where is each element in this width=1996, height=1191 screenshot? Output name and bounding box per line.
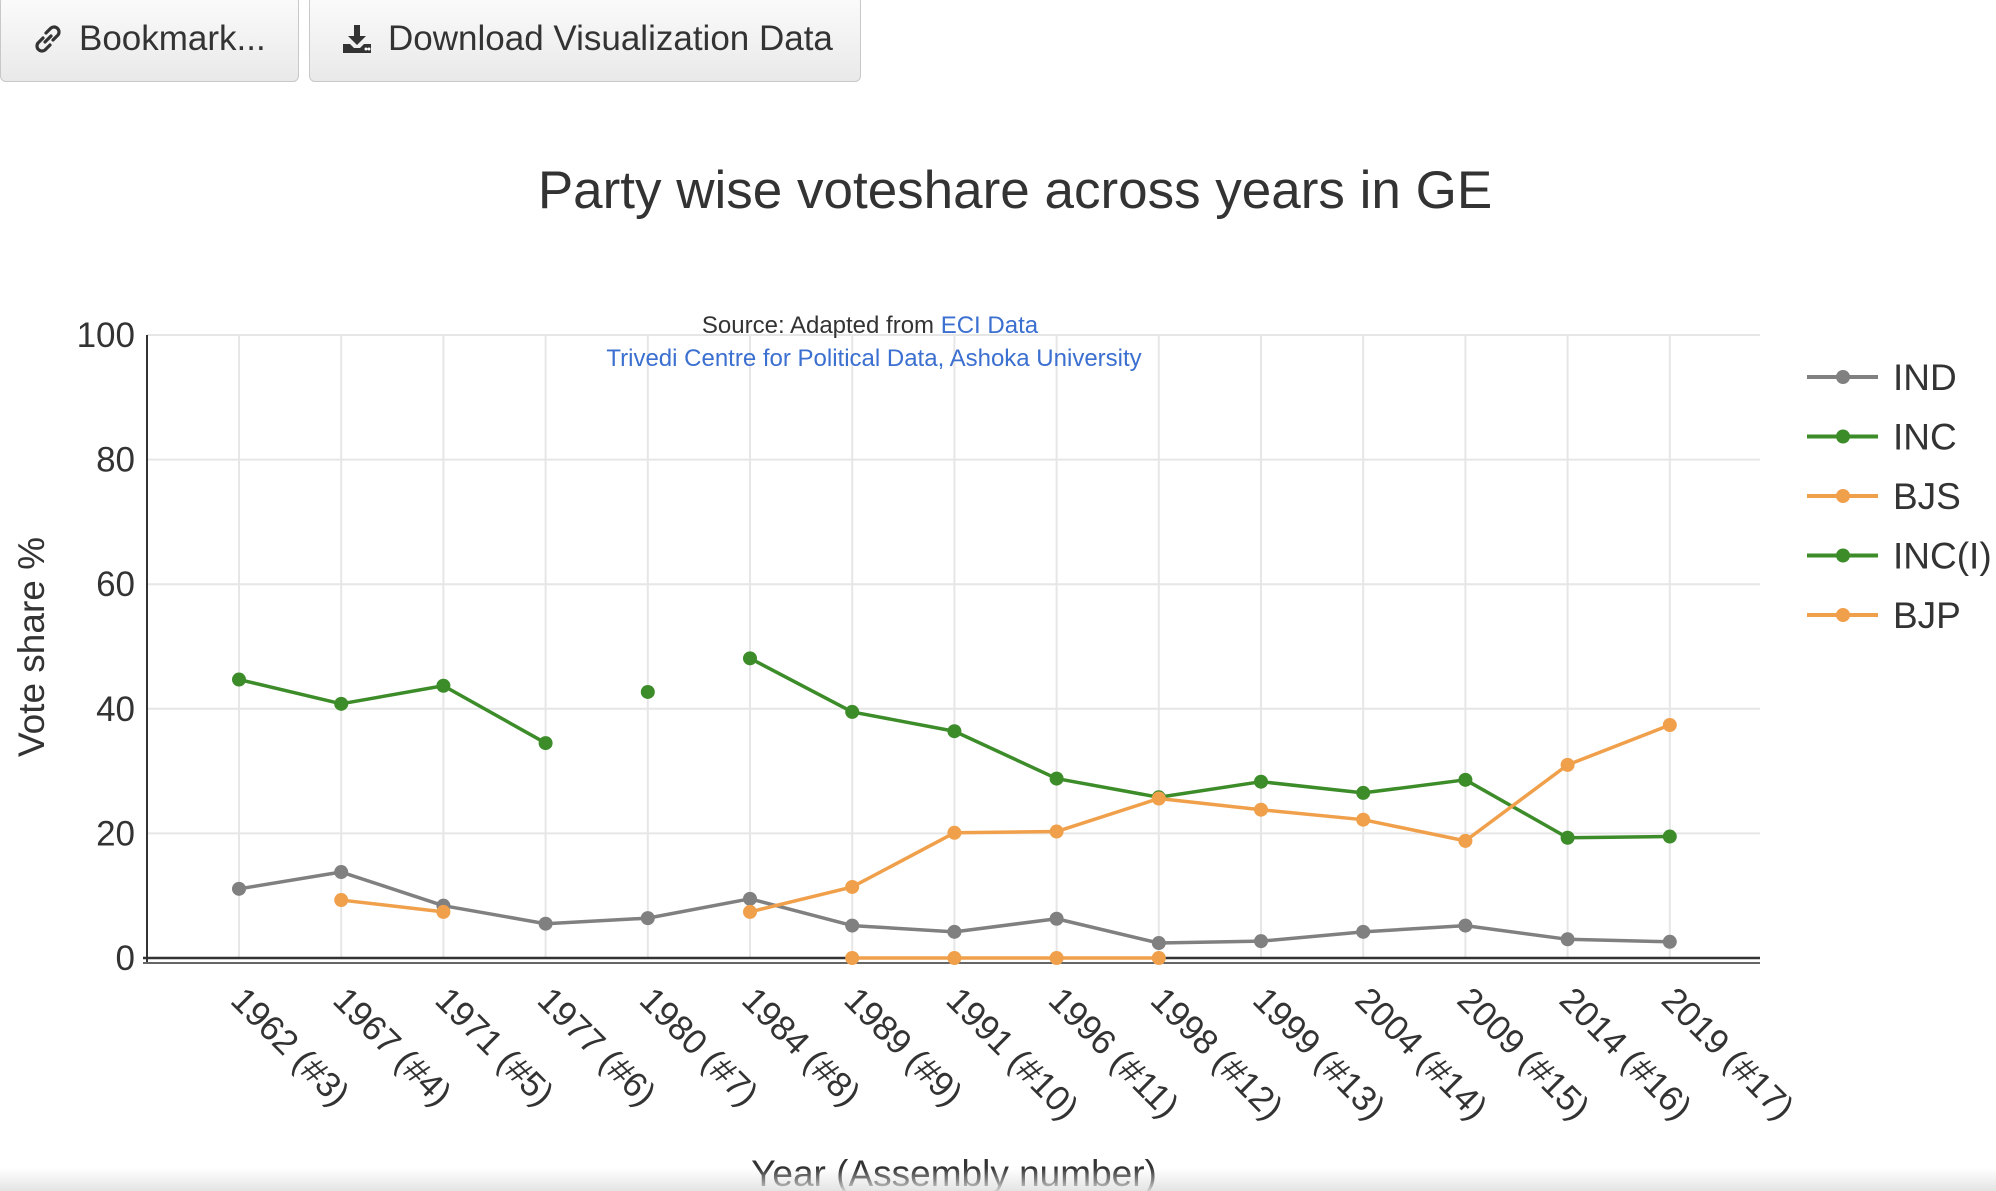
bottom-fade bbox=[0, 1168, 1996, 1191]
data-point[interactable] bbox=[1151, 951, 1166, 965]
series-line bbox=[340, 898, 444, 914]
data-point[interactable] bbox=[334, 696, 349, 711]
legend-item-inc[interactable]: INC bbox=[1807, 417, 1957, 458]
download-data-button[interactable]: Download Visualization Data bbox=[309, 0, 861, 82]
data-point[interactable] bbox=[1560, 830, 1575, 845]
legend-swatch-marker bbox=[1836, 489, 1850, 503]
series-bjp bbox=[743, 717, 1677, 919]
data-point[interactable] bbox=[1560, 757, 1575, 772]
bookmark-button[interactable]: Bookmark... bbox=[0, 0, 299, 82]
data-point[interactable] bbox=[1458, 772, 1473, 787]
y-tick-label: 60 bbox=[96, 565, 135, 604]
data-point[interactable] bbox=[1049, 911, 1064, 926]
grid bbox=[147, 334, 1760, 958]
bookmark-label: Bookmark... bbox=[79, 19, 266, 58]
y-tick-label: 100 bbox=[77, 316, 135, 355]
series-unlabeled bbox=[845, 951, 1166, 965]
series-bjs bbox=[334, 893, 451, 919]
data-point[interactable] bbox=[1356, 812, 1371, 827]
link-icon bbox=[31, 22, 65, 56]
data-point[interactable] bbox=[640, 684, 655, 699]
data-point[interactable] bbox=[1458, 833, 1473, 848]
data-point[interactable] bbox=[1049, 951, 1064, 965]
legend[interactable]: IND INC BJS INC(I) BJP bbox=[1807, 357, 1992, 636]
legend-item-bjs[interactable]: BJS bbox=[1807, 476, 1961, 517]
legend-swatch-marker bbox=[1836, 548, 1850, 563]
data-point[interactable] bbox=[1049, 824, 1064, 839]
legend-label: BJS bbox=[1893, 476, 1961, 517]
data-point[interactable] bbox=[743, 651, 757, 666]
series-line bbox=[749, 656, 1670, 840]
data-point[interactable] bbox=[1254, 774, 1268, 789]
data-point[interactable] bbox=[743, 904, 757, 919]
legend-label: BJP bbox=[1893, 595, 1961, 636]
source-prefix: Source: Adapted from bbox=[702, 312, 941, 339]
data-point[interactable] bbox=[232, 672, 246, 687]
legend-swatch-marker bbox=[1836, 370, 1850, 384]
data-point[interactable] bbox=[947, 951, 962, 965]
data-point[interactable] bbox=[1254, 934, 1268, 949]
data-point[interactable] bbox=[640, 911, 655, 926]
data-point[interactable] bbox=[845, 879, 860, 894]
y-tick-label: 80 bbox=[96, 441, 135, 480]
source-line: Source: Adapted from ECI Data bbox=[702, 312, 1039, 339]
download-icon bbox=[340, 22, 374, 56]
y-tick-label: 0 bbox=[116, 939, 135, 978]
data-point[interactable] bbox=[947, 924, 962, 939]
data-point[interactable] bbox=[1662, 717, 1677, 732]
legend-item-bjp[interactable]: BJP bbox=[1807, 595, 1961, 636]
data-point[interactable] bbox=[947, 825, 962, 840]
legend-item-inc-i-[interactable]: INC(I) bbox=[1807, 536, 1992, 577]
download-label: Download Visualization Data bbox=[388, 19, 833, 58]
series-inc bbox=[232, 651, 1677, 845]
data-point[interactable] bbox=[1254, 802, 1268, 817]
legend-label: IND bbox=[1893, 357, 1957, 398]
data-point[interactable] bbox=[1151, 936, 1166, 951]
series bbox=[232, 651, 1677, 965]
series-line bbox=[238, 677, 547, 745]
legend-swatch-marker bbox=[1836, 608, 1850, 622]
data-point[interactable] bbox=[845, 918, 860, 933]
y-tick-label: 20 bbox=[96, 814, 135, 853]
y-tick-label: 40 bbox=[96, 690, 135, 729]
data-point[interactable] bbox=[947, 724, 962, 739]
source-credit-link[interactable]: Trivedi Centre for Political Data, Ashok… bbox=[606, 345, 1141, 372]
legend-label: INC(I) bbox=[1893, 536, 1992, 577]
data-point[interactable] bbox=[845, 951, 860, 965]
data-point[interactable] bbox=[538, 916, 553, 931]
data-point[interactable] bbox=[1049, 771, 1064, 786]
data-point[interactable] bbox=[1458, 918, 1473, 933]
data-point[interactable] bbox=[334, 893, 349, 908]
data-point[interactable] bbox=[1356, 924, 1371, 939]
data-point[interactable] bbox=[1662, 829, 1677, 844]
data-point[interactable] bbox=[1560, 932, 1575, 947]
data-point[interactable] bbox=[743, 891, 757, 906]
series-inc-i- bbox=[640, 684, 655, 699]
data-point[interactable] bbox=[436, 904, 451, 919]
data-point[interactable] bbox=[1356, 785, 1371, 800]
y-axis-title: Vote share % bbox=[11, 537, 52, 757]
data-point[interactable] bbox=[334, 865, 349, 880]
series-line bbox=[749, 723, 1671, 914]
legend-item-ind[interactable]: IND bbox=[1807, 357, 1957, 398]
eci-data-link[interactable]: ECI Data bbox=[941, 312, 1039, 339]
series-ind bbox=[232, 865, 1677, 951]
data-point[interactable] bbox=[436, 678, 451, 693]
legend-swatch-marker bbox=[1836, 429, 1850, 444]
chart-title: Party wise voteshare across years in GE bbox=[538, 161, 1492, 220]
data-point[interactable] bbox=[232, 881, 246, 896]
legend-label: INC bbox=[1893, 417, 1957, 458]
data-point[interactable] bbox=[1662, 934, 1677, 949]
data-point[interactable] bbox=[1151, 791, 1166, 806]
data-point[interactable] bbox=[538, 736, 553, 751]
data-point[interactable] bbox=[845, 704, 860, 719]
